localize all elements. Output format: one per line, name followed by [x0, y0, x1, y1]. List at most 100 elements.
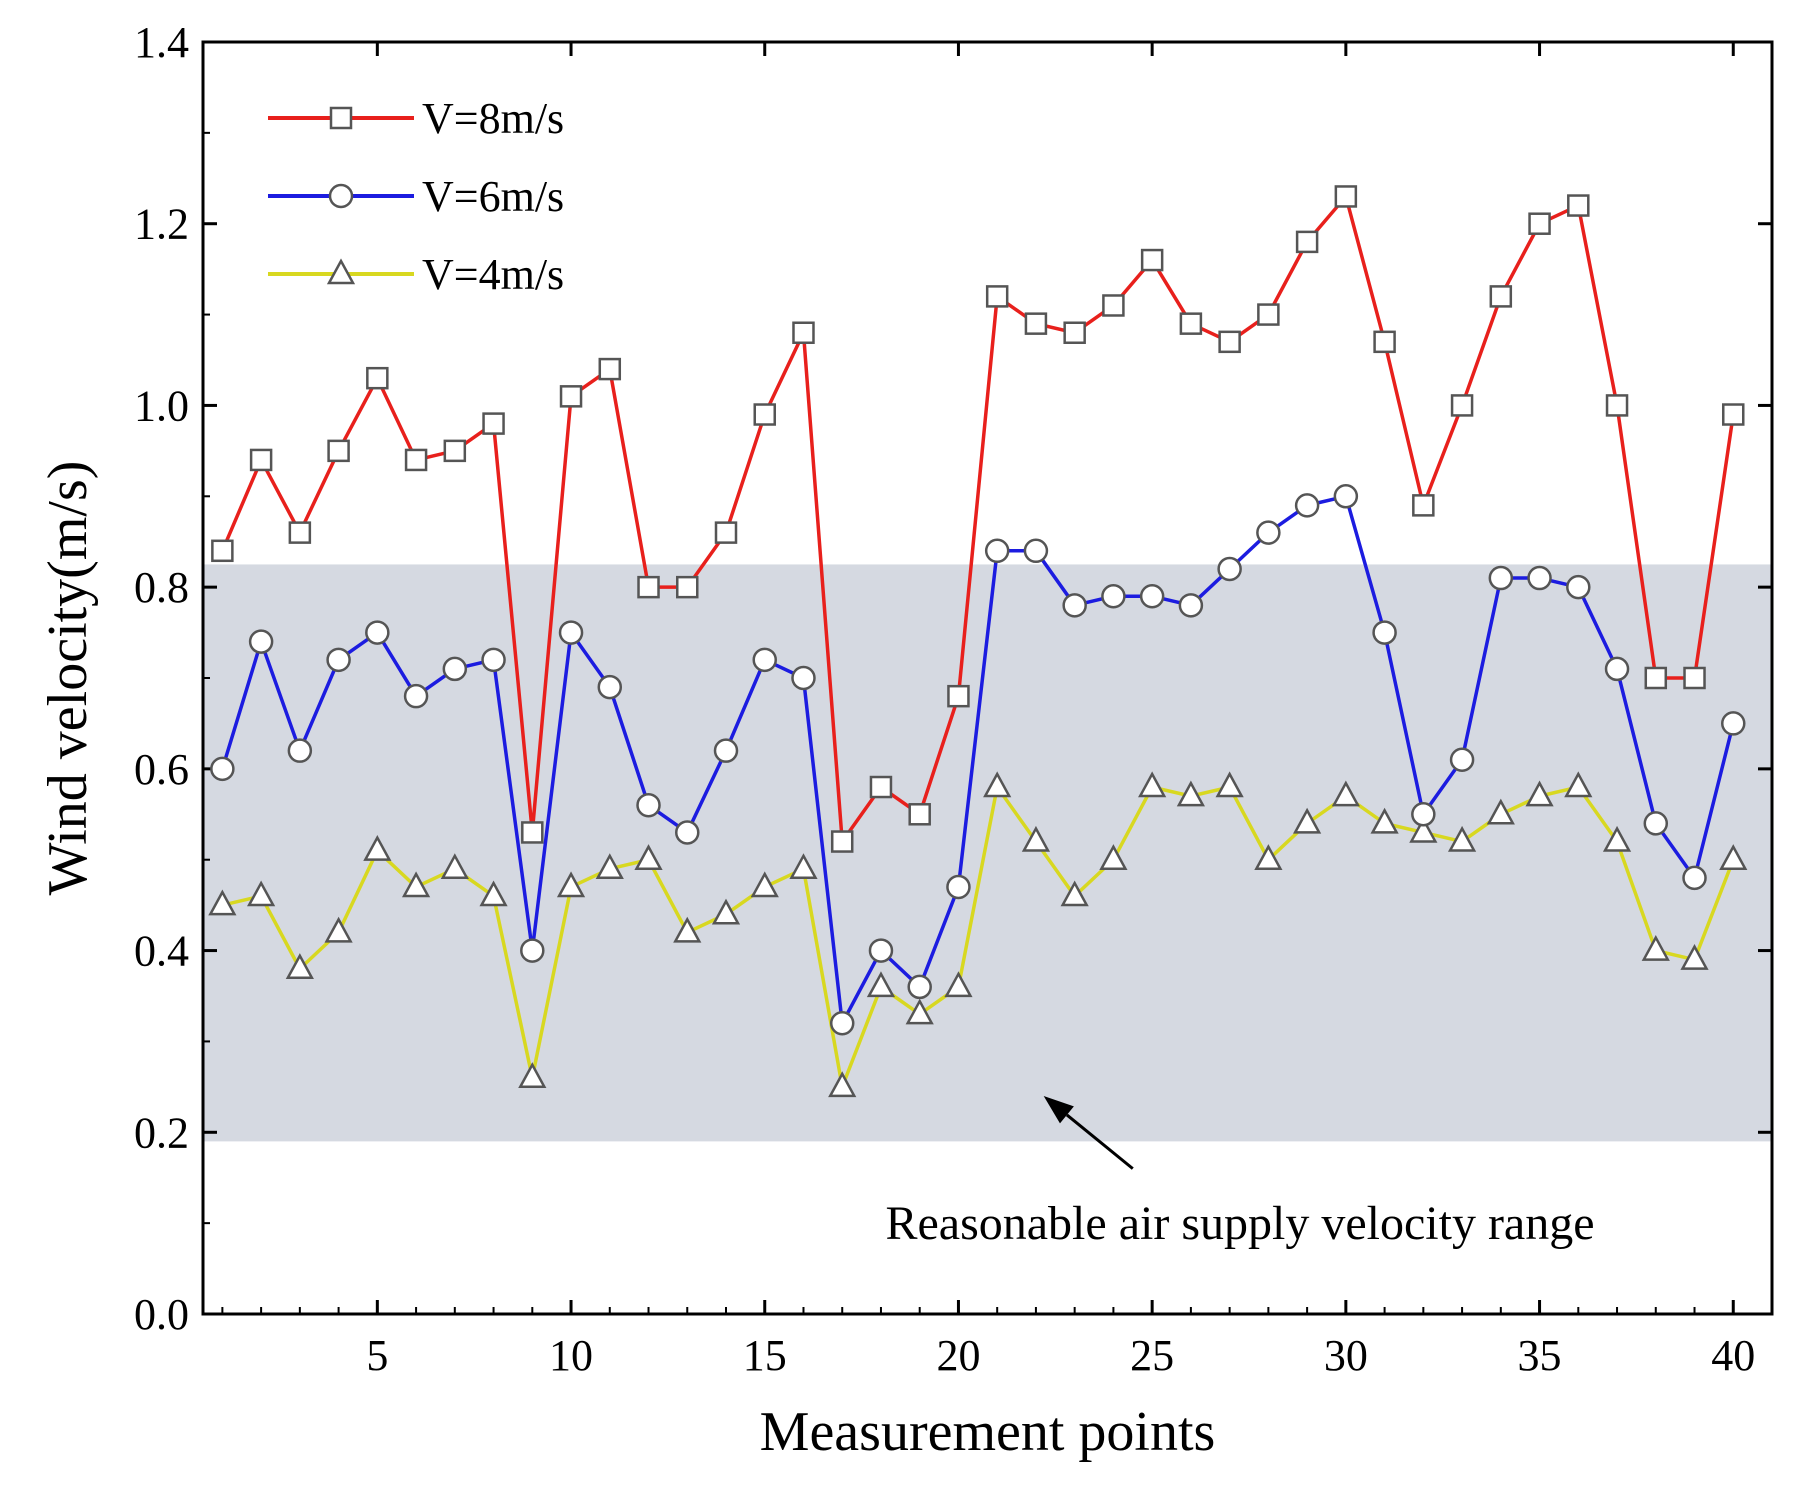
data-point-v-4m-s	[866, 971, 896, 998]
data-point-v-4m-s	[828, 1071, 857, 1098]
data-point-v-4m-s	[479, 880, 508, 907]
data-point-v-8m-s	[404, 448, 428, 472]
data-point-v-6m-s	[1527, 565, 1552, 591]
data-point-v-6m-s	[597, 674, 623, 700]
data-point-v-8m-s	[1257, 303, 1280, 326]
data-point-v-4m-s	[1293, 807, 1322, 834]
data-point-v-6m-s	[210, 756, 235, 782]
data-point-v-4m-s	[789, 853, 818, 880]
data-point-v-4m-s	[1021, 825, 1051, 852]
data-point-v-4m-s	[1409, 816, 1438, 843]
data-point-v-4m-s	[1525, 780, 1554, 807]
y-axis-title: Wind velocity(m/s)	[37, 461, 99, 896]
data-point-v-6m-s	[520, 938, 545, 963]
data-point-v-8m-s	[637, 575, 660, 599]
data-point-v-6m-s	[1682, 865, 1707, 891]
data-point-v-8m-s	[288, 521, 312, 544]
legend-marker-v-4m-s	[326, 258, 356, 285]
data-point-v-4m-s	[440, 853, 469, 880]
data-point-v-8m-s	[753, 403, 776, 426]
data-point-v-4m-s	[1680, 944, 1709, 970]
data-point-v-4m-s	[556, 871, 586, 898]
data-point-v-6m-s	[984, 538, 1010, 564]
data-point-v-4m-s	[1564, 771, 1593, 798]
y-tick-label: 0.8	[134, 563, 189, 612]
data-point-v-8m-s	[1218, 330, 1241, 354]
data-point-v-8m-s	[869, 775, 893, 799]
data-point-v-8m-s	[1489, 285, 1513, 308]
data-point-v-8m-s	[1024, 312, 1048, 335]
data-point-v-4m-s	[1254, 844, 1283, 870]
data-point-v-8m-s	[676, 575, 699, 599]
data-point-v-6m-s	[1062, 593, 1087, 618]
data-point-v-8m-s	[559, 385, 583, 408]
data-point-v-6m-s	[1101, 583, 1126, 609]
data-point-v-6m-s	[1333, 484, 1359, 509]
data-point-v-4m-s	[1602, 825, 1632, 852]
data-point-v-6m-s	[1139, 583, 1165, 609]
data-point-v-6m-s	[907, 974, 932, 1000]
data-point-v-8m-s	[714, 521, 738, 544]
annotation-arrow	[1065, 1113, 1134, 1170]
data-point-v-8m-s	[1373, 330, 1396, 354]
y-tick-label: 0.0	[134, 1290, 189, 1339]
data-point-v-8m-s	[1295, 230, 1319, 254]
data-point-v-4m-s	[711, 898, 741, 925]
data-point-v-6m-s	[248, 629, 274, 654]
data-point-v-8m-s	[1644, 666, 1668, 690]
data-point-v-8m-s	[1412, 494, 1435, 517]
data-point-v-6m-s	[287, 738, 313, 763]
x-tick-label: 10	[549, 1331, 593, 1380]
y-tick-label: 0.4	[134, 927, 189, 976]
data-point-v-8m-s	[1567, 194, 1590, 217]
data-point-v-8m-s	[792, 321, 815, 344]
data-point-v-8m-s	[211, 539, 234, 563]
series-line-v-6m-s	[220, 494, 1735, 1026]
data-point-v-8m-s	[908, 803, 931, 826]
data-point-v-6m-s	[1721, 711, 1746, 736]
data-point-v-8m-s	[521, 821, 544, 844]
annotation-text: Reasonable air supply velocity range	[885, 1197, 1594, 1250]
x-tick-label: 20	[936, 1331, 980, 1380]
data-point-v-4m-s	[983, 771, 1012, 798]
y-tick-label: 0.2	[134, 1108, 189, 1157]
x-tick-label: 15	[743, 1331, 787, 1380]
data-point-v-6m-s	[481, 647, 506, 673]
series-line-v-4m-s	[221, 785, 1735, 1089]
data-point-v-4m-s	[1176, 780, 1205, 807]
data-point-v-4m-s	[1215, 771, 1244, 798]
data-point-v-8m-s	[1334, 185, 1358, 208]
data-point-v-6m-s	[1372, 620, 1397, 645]
data-point-v-6m-s	[1023, 538, 1049, 564]
data-point-v-6m-s	[713, 738, 739, 763]
data-point-v-4m-s	[208, 889, 237, 916]
data-point-v-6m-s	[1217, 556, 1242, 582]
data-point-v-6m-s	[1604, 656, 1630, 682]
data-point-v-6m-s	[558, 620, 584, 645]
data-point-v-6m-s	[1256, 520, 1281, 545]
data-point-v-4m-s	[285, 953, 314, 979]
data-point-v-4m-s	[363, 835, 392, 861]
data-point-v-4m-s	[518, 1062, 547, 1089]
y-tick-label: 1.0	[134, 381, 189, 430]
series-line-v-8m-s	[220, 194, 1735, 844]
plot-frame	[201, 40, 1774, 1316]
data-point-v-6m-s	[636, 792, 661, 818]
x-tick-label: 30	[1324, 1331, 1368, 1380]
data-point-v-4m-s	[1486, 798, 1515, 825]
data-point-v-4m-s	[595, 853, 624, 880]
legend-marker-v-8m-s	[329, 106, 353, 130]
data-point-v-6m-s	[752, 647, 777, 673]
y-tick-label: 1.4	[134, 18, 189, 67]
data-point-v-6m-s	[403, 683, 429, 709]
data-point-v-8m-s	[1605, 394, 1629, 417]
x-tick-label: 40	[1711, 1331, 1755, 1380]
data-point-v-4m-s	[247, 880, 276, 907]
data-point-v-6m-s	[946, 874, 971, 900]
data-point-v-8m-s	[598, 357, 622, 381]
data-point-v-8m-s	[1140, 248, 1164, 272]
data-point-v-4m-s	[1099, 844, 1128, 870]
data-point-v-4m-s	[1370, 807, 1399, 834]
